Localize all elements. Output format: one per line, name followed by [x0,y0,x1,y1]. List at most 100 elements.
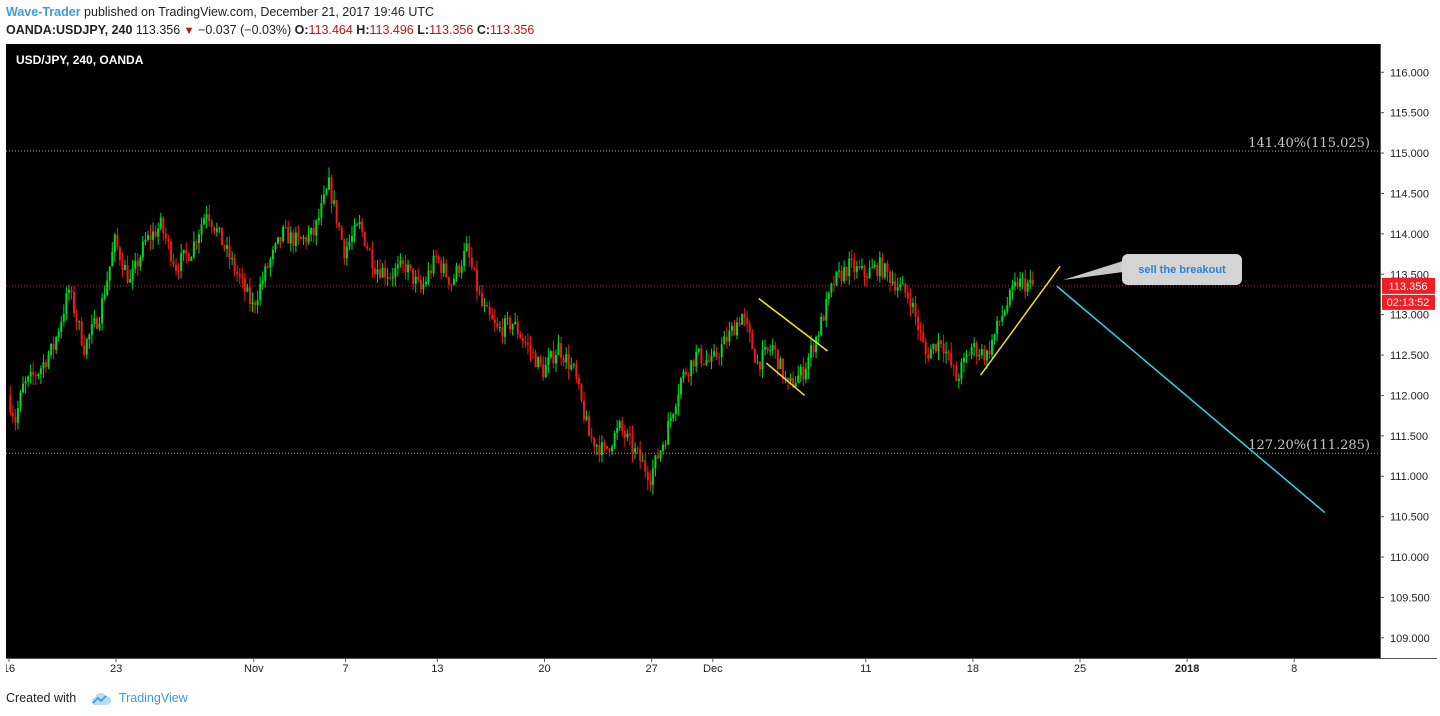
candle-body [682,371,685,379]
candle-body [909,298,912,308]
candle-body [226,245,229,249]
candle-body [980,349,983,356]
candle-body [758,361,761,370]
candle-body [914,303,917,317]
candle-body [804,368,807,380]
candle-body [11,412,14,417]
candle-body [445,263,448,277]
price-chart[interactable]: 116.000115.500115.000114.500114.000113.5… [6,44,1437,680]
candle-body [733,326,736,336]
candle-body [741,314,744,325]
candle-body [809,345,812,358]
candle-body [75,313,78,322]
candle-body [1011,286,1014,290]
down-arrow-icon: ▼ [183,25,195,37]
candle-body [626,433,629,438]
candle-body [883,263,886,278]
candle-body [493,319,496,324]
candle-body [302,237,305,239]
candle-body [246,287,249,292]
candle-body [830,283,833,293]
fib-level-label: 127.20%(111.285) [1248,438,1370,453]
candle-body [929,349,932,359]
candle-body [876,264,879,277]
candle-body [542,364,545,378]
candle-body [718,357,721,359]
candle-body [90,323,93,335]
low-label: L: [417,23,430,37]
candle-body [231,258,234,260]
x-tick-label: 11 [860,663,871,675]
candle-body [195,241,198,244]
candle-body [623,430,626,438]
candle-body [29,371,32,377]
candle-body [271,249,274,260]
tradingview-link[interactable]: TradingView [118,691,188,705]
candle-body [532,351,535,353]
candle-body [473,267,476,270]
candle-body [478,291,481,294]
candle-body [470,257,473,268]
candle-body [37,374,40,377]
candle-body [748,324,751,333]
candle-body [952,365,955,367]
candle-body [322,194,325,204]
candle-body [146,235,149,240]
candle-body [124,265,127,271]
candle-body [200,224,203,235]
candle-body [654,455,657,469]
x-tick-label: 23 [110,663,122,675]
candle-body [310,227,313,235]
created-with-text: Created with [6,691,77,705]
candle-body [641,460,644,462]
author-link[interactable]: Wave-Trader [6,5,81,19]
candle-body [845,267,848,277]
candle-body [998,320,1001,322]
candle-body [328,177,331,190]
candle-body [435,255,438,257]
candle-body [611,446,614,452]
x-tick-label: 8 [1291,663,1297,675]
candle-body [379,269,382,278]
candle-body [863,266,866,277]
candle-body [570,365,573,370]
candle-body [307,234,310,243]
candle-body [274,243,277,250]
high-label: H: [356,23,370,37]
candle-body [243,278,246,292]
candle-body [1008,289,1011,306]
candle-body [264,266,267,281]
candle-body [141,241,144,258]
candle-body [60,321,63,332]
chart-area[interactable]: 116.000 115.500 115.000 114.500 114.000 113.5… [6,44,1437,680]
candle-body [580,384,583,401]
candle-body [942,344,945,354]
candle-body [710,355,713,362]
candle-body [315,220,318,236]
candles-group [9,167,1034,495]
plot-background [6,44,1380,658]
callout-pointer [1063,261,1123,280]
price-axis-background [1380,44,1437,658]
candle-body [751,332,754,350]
last-price: 113.356 [135,23,181,37]
candle-body [52,343,55,350]
y-tick-label: 111.500 [1390,431,1428,443]
candle-body [447,276,450,285]
candle-body [975,342,978,357]
x-tick-label: 20 [538,663,550,675]
candle-body [67,290,70,294]
candle-body [213,227,216,232]
candle-body [501,327,504,337]
candle-body [460,266,463,273]
candle-body [866,276,869,278]
candle-body [521,338,524,342]
candle-body [797,375,800,383]
candle-body [687,374,690,376]
candle-body [297,232,300,238]
candle-body [371,250,374,269]
candle-body [827,292,830,300]
x-tick-label: Dec [703,663,723,675]
candle-body [644,460,647,472]
candle-body [350,235,353,242]
